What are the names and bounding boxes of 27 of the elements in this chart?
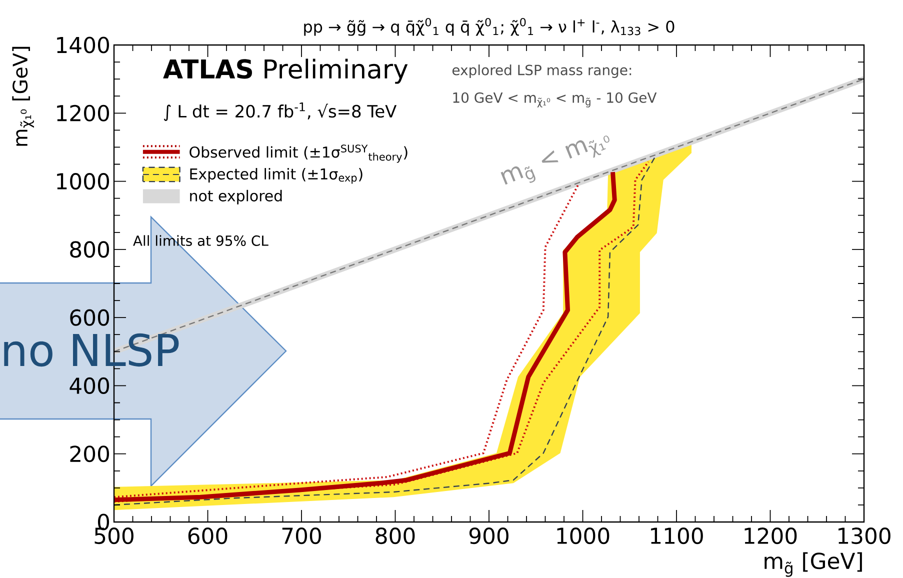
legend-label: not explored — [190, 190, 282, 204]
chart-title: pp → g̃g̃ → q q̄χ̃$^{0}$$_{1}$ q q̄ χ̃$^{0}$$_{1}$; χ̃$^{0}$$_{1}$ → ν l$^{+}$ l$^{-}$, λ$_{133}$ > 0 — [304, 18, 674, 36]
y-tick-label: 1200 — [57, 104, 110, 122]
y-tick-label: 800 — [70, 241, 110, 258]
x-tick-label: 700 — [282, 528, 321, 544]
y-tick-label: 1000 — [57, 173, 110, 190]
annotation: 10 GeV < m$_{χ̃₁⁰}$ < m$_{g̃}$ - 10 GeV — [453, 92, 657, 108]
y-tick-label: 600 — [70, 309, 110, 326]
x-axis-title: m$_{g̃}$ [GeV] — [764, 552, 862, 577]
y-tick-label: 400 — [70, 377, 110, 394]
y-axis-title: m$_{χ̃₁⁰}$ [GeV] — [12, 46, 34, 146]
legend-label: Observed limit (±1σ$^{SUSY}$$_{theory}$) — [190, 144, 408, 163]
x-tick-label: 1200 — [744, 528, 797, 544]
annotation: m$_{g̃}$ < m$_{χ̃₁⁰}$ — [500, 136, 610, 185]
annotation: All limits at 95% CL — [133, 235, 268, 246]
x-tick-label: 1100 — [651, 528, 703, 544]
x-tick-label: 1300 — [838, 528, 890, 544]
y-tick-label: 1400 — [57, 36, 110, 54]
x-tick-label: 900 — [469, 528, 508, 544]
x-tick-label: 800 — [376, 528, 415, 544]
annotation: ∫ L dt = 20.7 fb$^{-1}$, √s=8 TeV — [164, 102, 397, 122]
x-tick-label: 1000 — [557, 528, 610, 544]
legend-label: Expected limit (±1σ$_{exp}$) — [190, 168, 362, 184]
annotation: explored LSP mass range: — [452, 64, 632, 78]
annotation: ATLAS Preliminary — [163, 58, 408, 84]
x-tick-label: 600 — [188, 528, 228, 544]
y-tick-label: 200 — [70, 446, 110, 462]
